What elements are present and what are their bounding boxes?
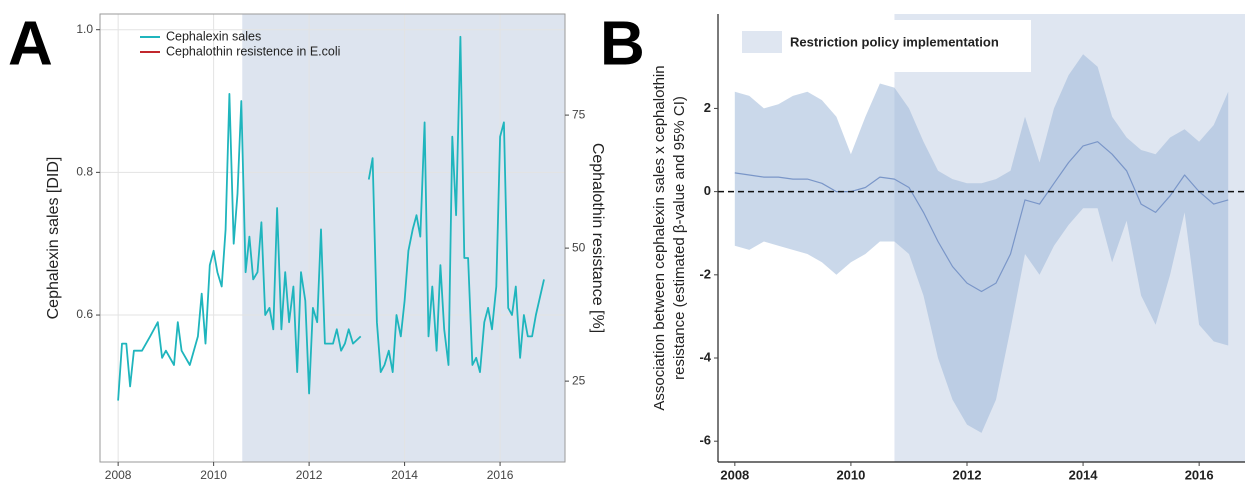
y-tick-label: -4 xyxy=(699,349,711,364)
x-tick-label: 2016 xyxy=(487,468,514,482)
x-tick-label: 2010 xyxy=(200,468,227,482)
x-tick-label: 2008 xyxy=(105,468,132,482)
x-tick-label: 2014 xyxy=(391,468,418,482)
y-tick-label: 0.6 xyxy=(76,307,93,321)
confidence-band xyxy=(734,54,1229,433)
legend-label: Cephalexin sales xyxy=(166,29,261,43)
y2-tick-label: 25 xyxy=(572,373,586,387)
y-tick-label: 0.8 xyxy=(76,165,93,179)
y-axis-title: Cephalexin sales [DID] xyxy=(45,157,62,320)
y2-axis-title: Cephalothin resistance [%] xyxy=(589,143,606,333)
legend-label: Restriction policy implementation xyxy=(790,34,999,49)
y-tick-label: 0 xyxy=(704,183,711,198)
x-tick-label: 2014 xyxy=(1069,467,1099,482)
x-tick-label: 2016 xyxy=(1185,467,1214,482)
y-axis-title: Association between cephalexin sales x c… xyxy=(651,65,668,410)
y-axis-title: resistance (estimated β-value and 95% CI… xyxy=(671,96,688,380)
plot-frame xyxy=(99,13,566,463)
x-tick-label: 2012 xyxy=(296,468,323,482)
policy-shade xyxy=(242,14,566,462)
panel-label: B xyxy=(600,9,645,78)
data-line xyxy=(734,141,1229,293)
y-tick-label: 1.0 xyxy=(76,22,93,36)
y2-tick-label: 75 xyxy=(572,107,586,121)
x-tick-label: 2010 xyxy=(836,467,865,482)
x-tick-label: 2008 xyxy=(720,467,749,482)
data-line xyxy=(117,35,545,401)
legend-swatch xyxy=(742,31,782,53)
y-tick-label: -2 xyxy=(699,266,711,281)
panel-label: A xyxy=(8,9,53,78)
y-tick-label: -6 xyxy=(699,433,711,448)
y2-tick-label: 50 xyxy=(572,240,586,254)
x-tick-label: 2012 xyxy=(953,467,982,482)
legend-label: Cephalothin resistence in E.coli xyxy=(166,44,340,58)
legend-box xyxy=(735,20,1031,72)
y-tick-label: 2 xyxy=(704,100,711,115)
